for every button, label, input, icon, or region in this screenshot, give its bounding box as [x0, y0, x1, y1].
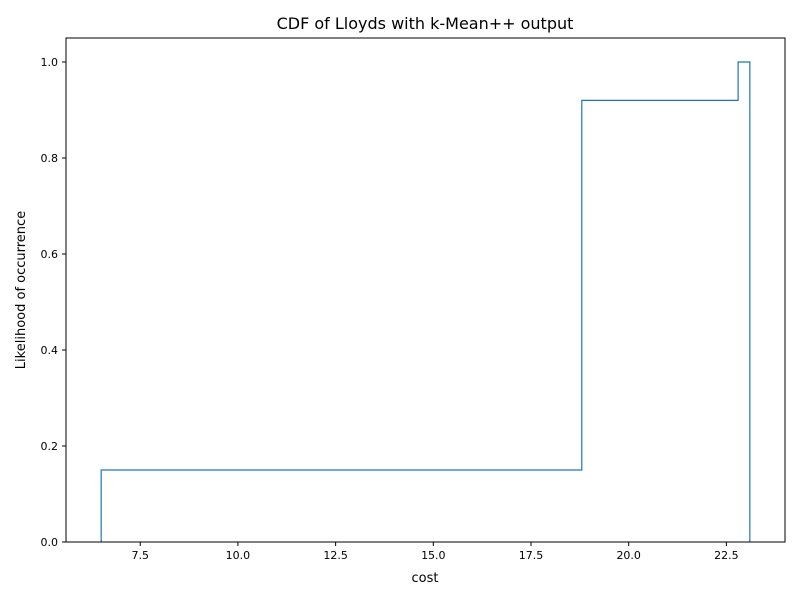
chart-title: CDF of Lloyds with k-Mean++ output	[277, 14, 574, 33]
x-tick-label: 15.0	[421, 549, 446, 562]
y-tick-label: 0.4	[41, 344, 59, 357]
x-tick-label: 20.0	[616, 549, 641, 562]
y-tick-label: 0.6	[41, 248, 59, 261]
x-axis-label: cost	[412, 571, 439, 586]
x-tick-label: 22.5	[714, 549, 739, 562]
plot-frame	[65, 37, 786, 543]
y-axis-ticks: 0.0 0.2 0.4 0.6 0.8 1.0	[41, 56, 66, 549]
y-tick-label: 0.0	[41, 536, 59, 549]
x-tick-label: 17.5	[519, 549, 544, 562]
y-tick-label: 1.0	[41, 56, 59, 69]
plot-area	[65, 37, 786, 543]
x-tick-label: 12.5	[323, 549, 348, 562]
x-tick-label: 7.5	[131, 549, 149, 562]
y-tick-label: 0.8	[41, 152, 59, 165]
x-axis-ticks: 7.5 10.0 12.5 15.0 17.5 20.0 22.5	[131, 542, 739, 562]
y-axis-label: Likelihood of occurrence	[14, 211, 29, 369]
x-tick-label: 10.0	[226, 549, 251, 562]
y-tick-label: 0.2	[41, 440, 59, 453]
series-line	[100, 61, 751, 542]
